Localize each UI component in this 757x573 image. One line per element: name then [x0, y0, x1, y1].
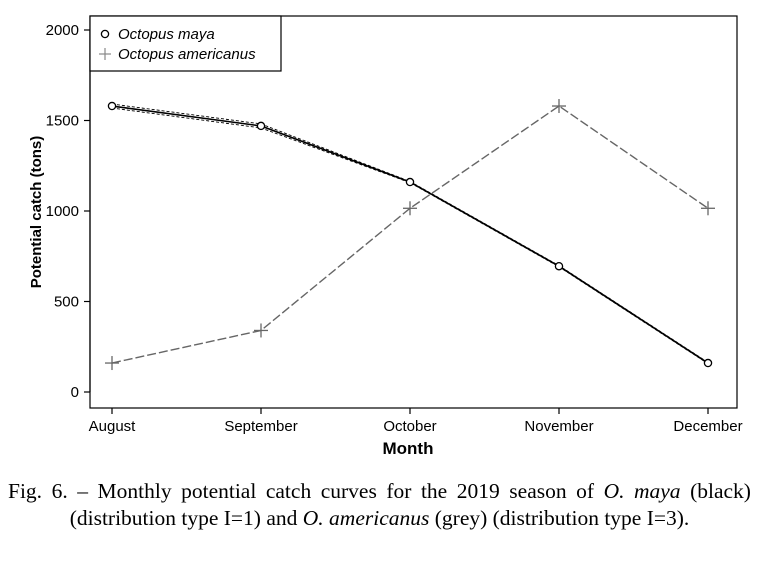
y-tick-label: 0	[71, 384, 79, 401]
legend-label-series-2: Octopus americanus	[118, 46, 256, 63]
x-tick-label: August	[89, 418, 137, 435]
series-1-point	[107, 101, 117, 111]
caption-suffix: (grey) (distribution type I=3).	[429, 506, 690, 530]
y-axis: 0 500 1000 1500 2000	[46, 22, 91, 401]
x-axis: August September October November December	[89, 408, 743, 435]
x-tick-label: November	[524, 418, 593, 435]
legend-marker-plus	[99, 48, 111, 60]
y-axis-title: Potential catch (tons)	[28, 136, 45, 289]
x-axis-title: Month	[383, 439, 434, 458]
series-1-upper-band	[111, 103, 709, 363]
series-2-line	[111, 105, 709, 364]
series-2-point	[403, 201, 417, 216]
series-1-point	[256, 121, 266, 131]
series-2-point	[701, 201, 715, 216]
x-tick-label: September	[224, 418, 297, 435]
legend-label-series-1: Octopus maya	[118, 26, 215, 43]
series-2-point	[254, 323, 268, 338]
caption-middle: (black) (distribution type I=1) and	[69, 479, 751, 530]
x-tick-label: October	[383, 418, 436, 435]
caption-species-2: O. americanus	[302, 506, 430, 530]
legend-marker-circle	[100, 29, 110, 39]
series-1-point	[703, 358, 713, 368]
x-tick-label: December	[673, 418, 742, 435]
figure-caption: Fig. 6. – Monthly potential catch curves…	[8, 478, 751, 532]
caption-prefix: Fig. 6. – Monthly potential catch curves…	[8, 479, 604, 503]
y-tick-label: 500	[54, 294, 79, 311]
y-tick-label: 1000	[46, 203, 79, 220]
series-1-lower-band	[111, 107, 709, 365]
plot-frame	[89, 15, 738, 409]
series-layer	[105, 99, 715, 371]
legend: Octopus maya Octopus americanus	[89, 15, 282, 72]
series-1-point	[405, 177, 415, 187]
legend-box	[89, 15, 282, 72]
series-1-line	[111, 105, 709, 364]
series-2-point	[552, 99, 566, 114]
series-1-point	[554, 261, 564, 271]
y-tick-label: 2000	[46, 22, 79, 39]
caption-species-1: O. maya	[603, 479, 681, 503]
chart: 0 500 1000 1500 2000 August September October N…	[28, 15, 743, 458]
series-2-point	[105, 356, 119, 371]
y-tick-label: 1500	[46, 113, 79, 130]
